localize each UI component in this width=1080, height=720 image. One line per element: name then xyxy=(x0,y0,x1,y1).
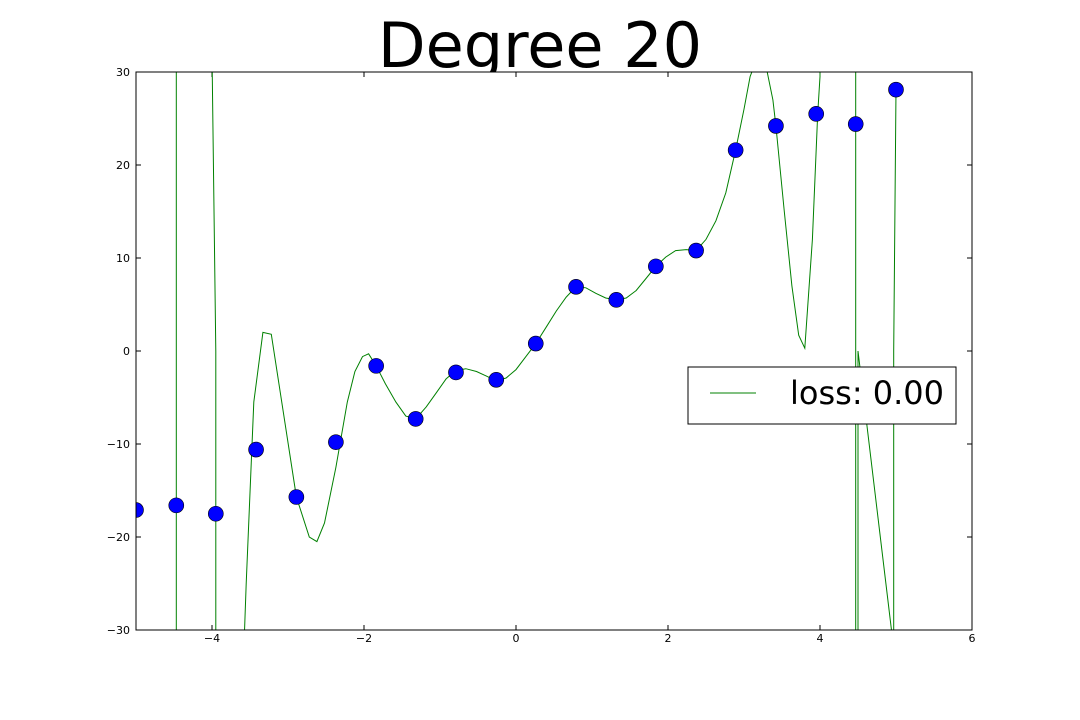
data-point-11 xyxy=(568,279,584,295)
data-point-13 xyxy=(648,258,664,275)
y-tick-label-4: 10 xyxy=(116,252,130,265)
data-point-5 xyxy=(328,434,344,450)
data-point-4 xyxy=(288,489,305,505)
data-point-8 xyxy=(448,364,464,381)
series-line-0 xyxy=(175,72,897,630)
legend: loss: 0.00 xyxy=(687,366,957,425)
data-point-16 xyxy=(768,118,784,134)
data-point-18 xyxy=(847,116,864,132)
data-point-12 xyxy=(608,292,625,308)
data-point-9 xyxy=(488,372,505,388)
y-tick-labels: −30 −20 −10 0 10 20 30 xyxy=(107,66,130,637)
y-tick-label-3: 0 xyxy=(123,345,130,358)
x-tick-label-4: 4 xyxy=(817,632,824,645)
data-point-10 xyxy=(527,335,544,352)
plot-background xyxy=(136,72,972,630)
data-point-17 xyxy=(808,106,825,122)
data-point-0 xyxy=(136,502,144,518)
y-tick-label-1: −20 xyxy=(107,531,130,544)
x-tick-label-1: −2 xyxy=(356,632,372,645)
data-point-6 xyxy=(368,358,384,374)
data-point-19 xyxy=(888,81,904,98)
x-tick-label-3: 2 xyxy=(665,632,672,645)
chart-title: Degree 20 xyxy=(377,9,703,82)
data-point-14 xyxy=(688,242,704,259)
data-point-1 xyxy=(168,497,185,514)
legend-label: loss: 0.00 xyxy=(790,374,944,412)
y-tick-label-0: −30 xyxy=(107,624,130,637)
y-tick-label-2: −10 xyxy=(107,438,130,451)
series-layer xyxy=(175,72,897,630)
x-tick-labels: −4 −2 0 2 4 6 xyxy=(204,632,976,645)
data-point-7 xyxy=(407,411,424,427)
x-tick-label-2: 0 xyxy=(513,632,520,645)
data-point-3 xyxy=(248,441,264,458)
x-tick-label-0: −4 xyxy=(204,632,220,645)
legend-box xyxy=(687,366,957,425)
y-tick-label-6: 30 xyxy=(116,66,130,79)
y-tick-label-5: 20 xyxy=(116,159,130,172)
data-point-15 xyxy=(727,142,744,158)
plot-frame xyxy=(135,71,973,631)
points-layer xyxy=(136,81,904,522)
data-point-2 xyxy=(208,505,224,522)
x-tick-label-5: 6 xyxy=(969,632,976,645)
